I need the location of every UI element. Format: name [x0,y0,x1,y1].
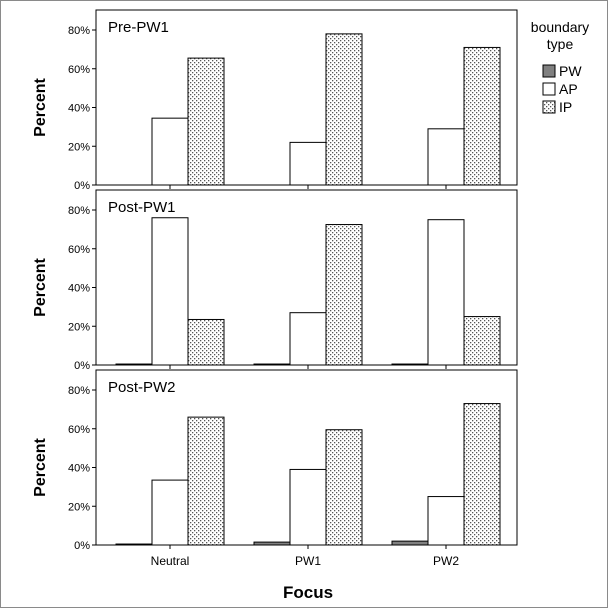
y-tick-label: 60% [68,424,90,436]
bar-ip-pw2 [463,46,501,186]
bar-ip-neutral [187,57,225,186]
panel-3: 0% 20% 40% 60% 80% Percent Post-PW2 [32,369,518,552]
bar-ap-pw1 [289,468,327,546]
panel-title: Pre-PW1 [108,19,169,36]
y-tick-label: 20% [68,321,90,333]
y-tick-label: 40% [68,283,90,295]
bar-ip-pw2 [463,403,501,546]
bar-ip-neutral [187,318,225,366]
y-tick-label: 60% [68,64,90,76]
y-axis-label: Percent [32,257,49,316]
panel-2: 0% 20% 40% 60% 80% Percent Post-PW1 [32,189,518,372]
y-tick-label: 0% [74,180,90,192]
y-tick-label: 40% [68,463,90,475]
y-tick-label: 0% [74,540,90,552]
y-tick-label: 0% [74,360,90,372]
bar-ap-pw1 [289,312,327,366]
y-tick-label: 80% [68,25,90,37]
y-tick-label: 80% [68,385,90,397]
legend-title: type [547,36,574,52]
panel-title: Post-PW2 [108,379,176,396]
panels-group: 0% 20% 40% 60% 80% Percent Pre-PW1 0% 20% 40% 60% 8… [32,9,518,568]
bar-ap-pw2 [427,219,465,366]
bar-pw-pw1 [253,363,291,366]
x-tick-label: PW1 [295,554,321,568]
bar-ip-pw1 [325,429,363,546]
legend-label-pw: PW [559,63,582,79]
bar-ap-pw2 [427,128,465,186]
legend-title: boundary [531,19,589,35]
bar-pw-pw2 [391,363,429,366]
bar-ip-pw2 [463,316,501,366]
bar-ip-pw1 [325,224,363,366]
bar-pw-pw2 [391,540,429,546]
y-axis-label: Percent [32,77,49,136]
legend-swatch-pw [542,64,556,78]
panel-title: Post-PW1 [108,199,176,216]
y-tick-label: 60% [68,244,90,256]
y-tick-label: 80% [68,205,90,217]
bar-ap-neutral [151,217,189,366]
panel-1: 0% 20% 40% 60% 80% Percent Pre-PW1 [32,9,518,192]
legend-swatch-ap [542,82,556,96]
bar-ap-neutral [151,117,189,186]
bar-ap-pw2 [427,496,465,546]
bar-ip-pw1 [325,33,363,186]
y-tick-label: 20% [68,501,90,513]
x-tick-label: Neutral [151,554,190,568]
bar-ip-neutral [187,416,225,546]
y-axis-label: Percent [32,437,49,496]
x-axis-label: Focus [283,583,333,602]
bar-ap-neutral [151,479,189,546]
bar-pw-neutral [115,543,153,546]
y-tick-label: 40% [68,103,90,115]
bar-pw-neutral [115,363,153,366]
legend-label-ip: IP [559,99,572,115]
y-tick-label: 20% [68,141,90,153]
bar-pw-pw1 [253,541,291,546]
legend-swatch-ip [542,100,556,114]
bar-ap-pw1 [289,141,327,186]
x-tick-label: PW2 [433,554,459,568]
legend-label-ap: AP [559,81,578,97]
